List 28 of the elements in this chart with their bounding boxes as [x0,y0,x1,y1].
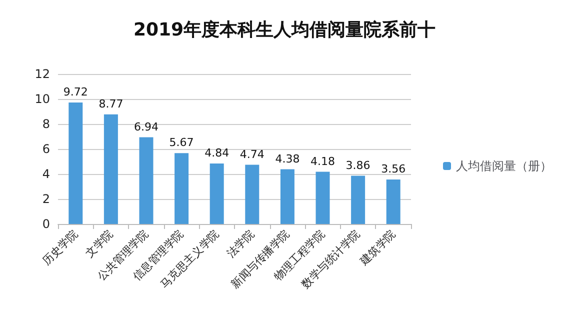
data-label: 6.94 [134,120,158,134]
bar [68,102,83,224]
data-label: 4.38 [275,152,300,166]
y-tick-label: 6 [42,142,50,156]
data-label: 4.84 [204,146,230,160]
data-label: 5.67 [169,136,194,150]
chart-title: 2019年度本科生人均借阅量院系前十 [133,20,436,40]
bar [104,114,118,224]
data-label: 4.18 [310,154,335,168]
bar [174,153,189,224]
data-label: 4.74 [240,148,264,161]
bar [316,172,330,224]
bar [386,180,400,224]
y-tick-label: 10 [34,92,50,106]
data-label: 8.77 [98,97,124,110]
bar [210,164,224,224]
data-label: 3.86 [346,158,370,172]
data-label: 9.72 [63,86,88,98]
y-tick-label: 12 [34,67,50,81]
bar [139,137,154,224]
data-label: 3.56 [381,162,406,176]
y-tick-label: 4 [42,167,50,181]
legend-label: 人均借阅量（册） [456,159,552,173]
bar [245,164,260,224]
y-tick-label: 2 [42,192,50,206]
bar [280,169,294,224]
y-tick-label: 8 [42,117,50,131]
bar [351,176,366,224]
